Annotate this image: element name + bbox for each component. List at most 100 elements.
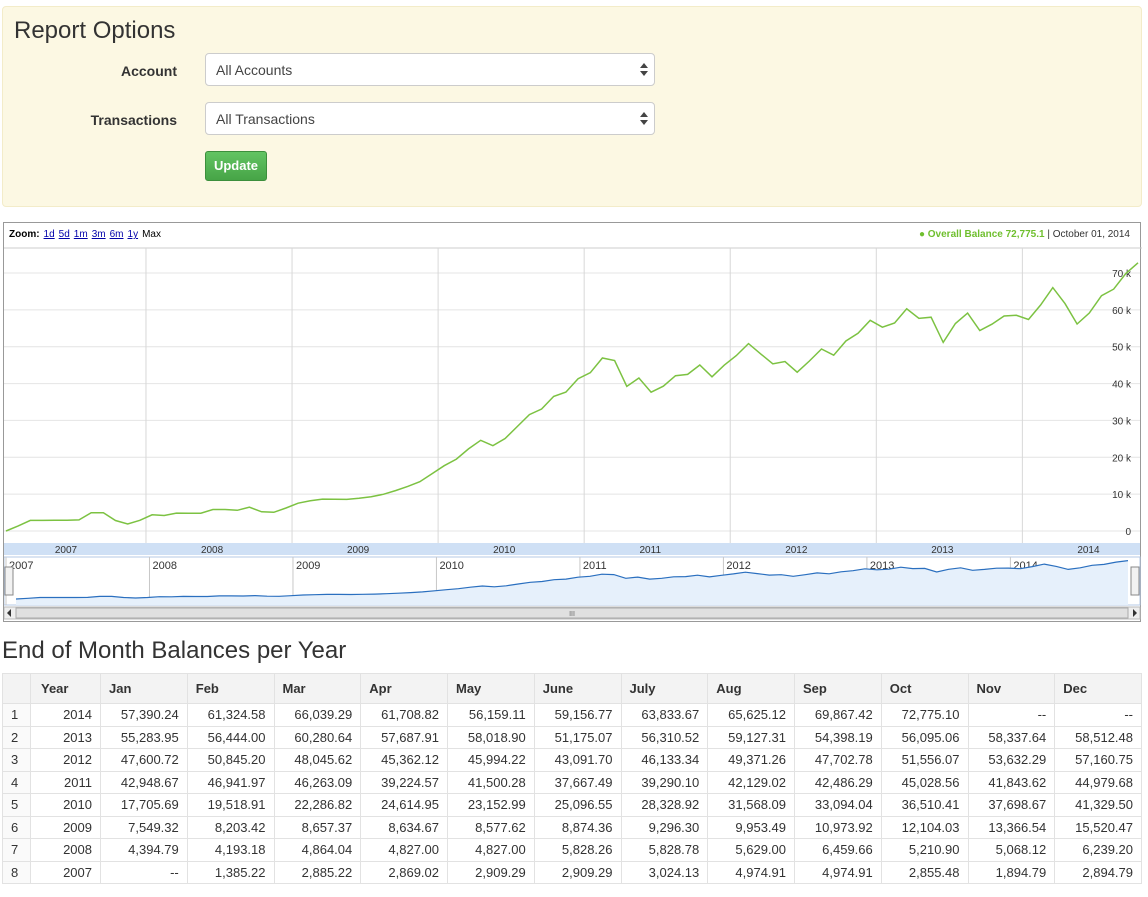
column-header-feb[interactable]: Feb <box>186 673 274 704</box>
chart-legend: ● Overall Balance 72,775.1 | October 01,… <box>919 229 1130 240</box>
balance-cell: 51,175.07 <box>533 726 621 749</box>
balance-cell: 61,708.82 <box>360 703 448 727</box>
zoom-3m-link[interactable]: 3m <box>91 229 106 240</box>
account-select[interactable]: All Accounts <box>205 53 655 86</box>
balance-cell: -- <box>967 703 1055 727</box>
balance-cell: 56,310.52 <box>620 726 708 749</box>
x-tick-label: 2010 <box>493 545 516 556</box>
balance-cell: 47,702.78 <box>794 748 882 772</box>
balance-cell: 5,828.26 <box>533 838 621 862</box>
navigator-tick-label: 2007 <box>9 560 33 572</box>
balance-cell: 17,705.69 <box>100 793 188 817</box>
balance-cell: 59,156.77 <box>533 703 621 727</box>
zoom-5d-link[interactable]: 5d <box>58 229 70 240</box>
row-index-cell: 6 <box>2 816 31 839</box>
year-cell: 2013 <box>30 726 101 749</box>
balance-cell: 53,632.29 <box>967 748 1055 772</box>
column-header-aug[interactable]: Aug <box>707 673 795 704</box>
zoom-6m-link[interactable]: 6m <box>109 229 124 240</box>
balance-cell: 10,973.92 <box>794 816 882 839</box>
column-header-june[interactable]: June <box>533 673 621 704</box>
year-cell: 2008 <box>30 838 101 862</box>
table-row: 1 2014 57,390.24 61,324.58 66,039.29 61,708.8… <box>2 703 1142 727</box>
balance-cell: 5,828.78 <box>620 838 708 862</box>
balance-cell: 1,894.79 <box>967 861 1055 884</box>
transactions-select[interactable]: All Transactions <box>205 102 655 135</box>
column-header-may[interactable]: May <box>447 673 535 704</box>
balance-cell: 39,290.10 <box>620 771 708 794</box>
balance-cell: 2,894.79 <box>1054 861 1142 884</box>
balance-cell: -- <box>1054 703 1142 727</box>
balance-cell: 25,096.55 <box>533 793 621 817</box>
balance-line <box>5 262 1139 532</box>
zoom-1d-link[interactable]: 1d <box>43 229 55 240</box>
balance-cell: 31,568.09 <box>707 793 795 817</box>
balance-cell: 45,028.56 <box>880 771 968 794</box>
y-tick-label: 40 k <box>1112 380 1132 391</box>
navigator-tick-label: 2010 <box>439 560 463 572</box>
balance-cell: 36,510.41 <box>880 793 968 817</box>
zoom-max-label: Max <box>142 229 161 240</box>
balance-cell: 8,874.36 <box>533 816 621 839</box>
column-header-year[interactable]: Year <box>30 673 101 704</box>
column-header-oct[interactable]: Oct <box>880 673 968 704</box>
x-tick-label: 2009 <box>347 545 370 556</box>
y-tick-label: 10 k <box>1112 490 1132 501</box>
balance-cell: 58,512.48 <box>1054 726 1142 749</box>
balance-cell: 43,091.70 <box>533 748 621 772</box>
balance-cell: 5,210.90 <box>880 838 968 862</box>
scroll-left-arrow-icon[interactable] <box>7 609 11 617</box>
balance-cell: 37,667.49 <box>533 771 621 794</box>
column-header-nov[interactable]: Nov <box>967 673 1055 704</box>
balance-cell: 56,444.00 <box>186 726 274 749</box>
balance-cell: 47,600.72 <box>100 748 188 772</box>
account-select-value: All Accounts <box>216 62 293 78</box>
row-index-cell: 1 <box>2 703 31 727</box>
balance-cell: 72,775.10 <box>880 703 968 727</box>
column-header-dec[interactable]: Dec <box>1054 673 1142 704</box>
column-header-apr[interactable]: Apr <box>360 673 448 704</box>
balance-cell: 46,263.09 <box>273 771 361 794</box>
chart-canvas[interactable]: 0 10 k 20 k 30 k 40 k 50 k 60 k 70 k 2007 2008 200… <box>4 223 1142 623</box>
balance-cell: 46,941.97 <box>186 771 274 794</box>
balances-table-title: End of Month Balances per Year <box>2 637 347 664</box>
balance-cell: 19,518.91 <box>186 793 274 817</box>
legend-series-name: Overall Balance <box>927 229 1003 240</box>
column-header-sep[interactable]: Sep <box>794 673 882 704</box>
table-row: 7 2008 4,394.79 4,193.18 4,864.04 4,827.00 4,8… <box>2 838 1142 862</box>
legend-series-value: 72,775.1 <box>1005 229 1045 240</box>
balance-cell: 2,855.48 <box>880 861 968 884</box>
balance-cell: 60,280.64 <box>273 726 361 749</box>
x-tick-label: 2012 <box>785 545 808 556</box>
column-header-july[interactable]: July <box>620 673 708 704</box>
column-header-mar[interactable]: Mar <box>273 673 361 704</box>
zoom-label: Zoom: <box>9 229 40 240</box>
row-index-cell: 8 <box>2 861 31 884</box>
balance-cell: 45,994.22 <box>447 748 535 772</box>
balance-cell: 44,979.68 <box>1054 771 1142 794</box>
select-arrows-icon <box>640 61 648 79</box>
zoom-bar: Zoom: 1d 5d 1m 3m 6m 1y Max <box>9 229 161 240</box>
year-cell: 2007 <box>30 861 101 884</box>
x-tick-label: 2014 <box>1077 545 1100 556</box>
balance-cell: 12,104.03 <box>880 816 968 839</box>
y-tick-label: 30 k <box>1112 416 1132 427</box>
balance-cell: 57,160.75 <box>1054 748 1142 772</box>
scrollbar-grip-icon: III <box>569 611 575 618</box>
balance-cell: 8,634.67 <box>360 816 448 839</box>
column-header-jan[interactable]: Jan <box>100 673 188 704</box>
table-row: 8 2007 -- 1,385.22 2,885.22 2,869.02 2,909.29 2… <box>2 861 1142 884</box>
balance-cell: 5,068.12 <box>967 838 1055 862</box>
zoom-1y-link[interactable]: 1y <box>127 229 139 240</box>
balance-cell: 54,398.19 <box>794 726 882 749</box>
header-index[interactable] <box>2 673 31 704</box>
navigator-tick-label: 2011 <box>583 560 607 572</box>
x-axis-band <box>4 543 1140 555</box>
zoom-1m-link[interactable]: 1m <box>73 229 88 240</box>
balance-cell: 41,329.50 <box>1054 793 1142 817</box>
balance-cell: 58,337.64 <box>967 726 1055 749</box>
row-index-cell: 3 <box>2 748 31 772</box>
balance-cell: 24,614.95 <box>360 793 448 817</box>
scroll-right-arrow-icon[interactable] <box>1133 609 1137 617</box>
update-button[interactable]: Update <box>205 151 267 181</box>
